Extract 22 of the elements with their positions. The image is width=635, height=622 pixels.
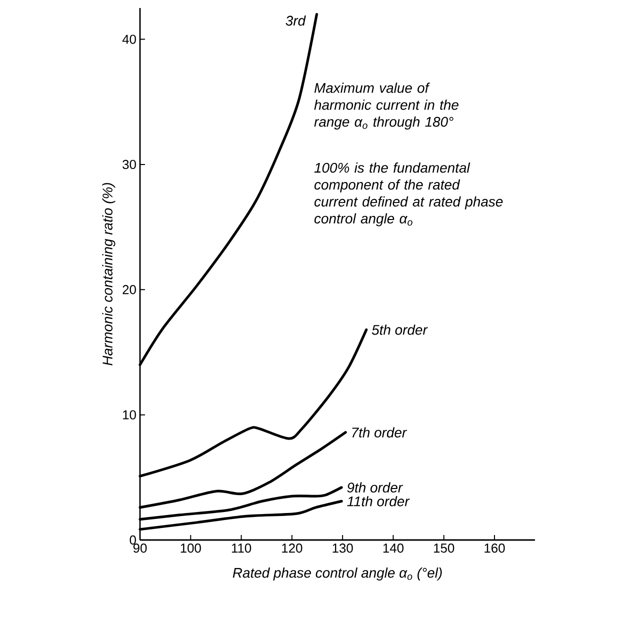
annotation: 100% is the fundamental component of the rated current defined at rated phase control angle α$_{o}$ [314,162,503,226]
x-tick-label: 110 [232,544,252,553]
y-tick-label: 30 [122,160,136,170]
series-label: 7th order [352,427,408,438]
y-tick-label: 10 [123,410,136,420]
x-tick-label: 130 [332,544,353,553]
y-tick-label: 20 [122,285,136,294]
series-label: 5th order [372,324,428,335]
x-tick-label: 150 [434,544,454,553]
y-axis-title: Harmonic containing ratio (%) [102,183,116,366]
series-label: 3rd [286,15,306,26]
y-tick-label: 40 [122,34,136,44]
x-axis-title: Rated phase control angle α$_{o}$ (°el) [232,568,442,581]
series-label: 11th order [347,496,410,506]
x-tick-label: 140 [383,544,404,553]
x-tick-label: 160 [484,544,505,553]
x-tick-label: 100 [180,544,201,553]
annotation: Maximum value of harmonic current in the range α$_{o}$ through 180° [314,82,458,130]
x-tick-label: 120 [282,544,302,553]
x-tick-label: 90 [133,544,147,553]
series-label: 9th order [347,482,404,493]
y-tick-label: 0 [130,535,136,545]
